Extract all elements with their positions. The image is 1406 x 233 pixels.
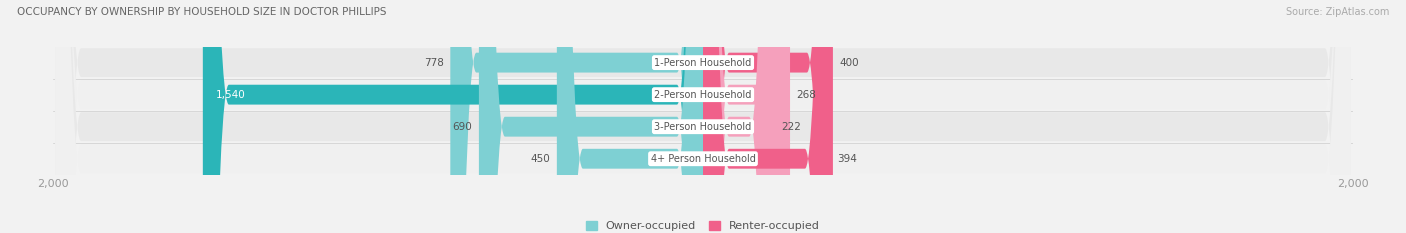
Text: 3-Person Household: 3-Person Household bbox=[654, 122, 752, 132]
Legend: Owner-occupied, Renter-occupied: Owner-occupied, Renter-occupied bbox=[581, 216, 825, 233]
FancyBboxPatch shape bbox=[557, 0, 703, 233]
FancyBboxPatch shape bbox=[703, 0, 831, 233]
FancyBboxPatch shape bbox=[479, 0, 703, 233]
FancyBboxPatch shape bbox=[55, 0, 1351, 233]
Text: 1,540: 1,540 bbox=[215, 90, 246, 100]
FancyBboxPatch shape bbox=[202, 0, 703, 233]
Text: OCCUPANCY BY OWNERSHIP BY HOUSEHOLD SIZE IN DOCTOR PHILLIPS: OCCUPANCY BY OWNERSHIP BY HOUSEHOLD SIZE… bbox=[17, 7, 387, 17]
Text: 222: 222 bbox=[782, 122, 801, 132]
FancyBboxPatch shape bbox=[55, 0, 1351, 233]
FancyBboxPatch shape bbox=[703, 0, 775, 233]
Text: 450: 450 bbox=[530, 154, 550, 164]
FancyBboxPatch shape bbox=[450, 0, 703, 233]
Text: Source: ZipAtlas.com: Source: ZipAtlas.com bbox=[1285, 7, 1389, 17]
Text: 690: 690 bbox=[453, 122, 472, 132]
Text: 2-Person Household: 2-Person Household bbox=[654, 90, 752, 100]
FancyBboxPatch shape bbox=[55, 0, 1351, 233]
Text: 4+ Person Household: 4+ Person Household bbox=[651, 154, 755, 164]
Text: 400: 400 bbox=[839, 58, 859, 68]
Text: 394: 394 bbox=[838, 154, 858, 164]
Text: 778: 778 bbox=[425, 58, 444, 68]
FancyBboxPatch shape bbox=[703, 0, 790, 233]
FancyBboxPatch shape bbox=[703, 0, 832, 233]
Text: 1-Person Household: 1-Person Household bbox=[654, 58, 752, 68]
FancyBboxPatch shape bbox=[55, 0, 1351, 233]
Text: 268: 268 bbox=[797, 90, 817, 100]
